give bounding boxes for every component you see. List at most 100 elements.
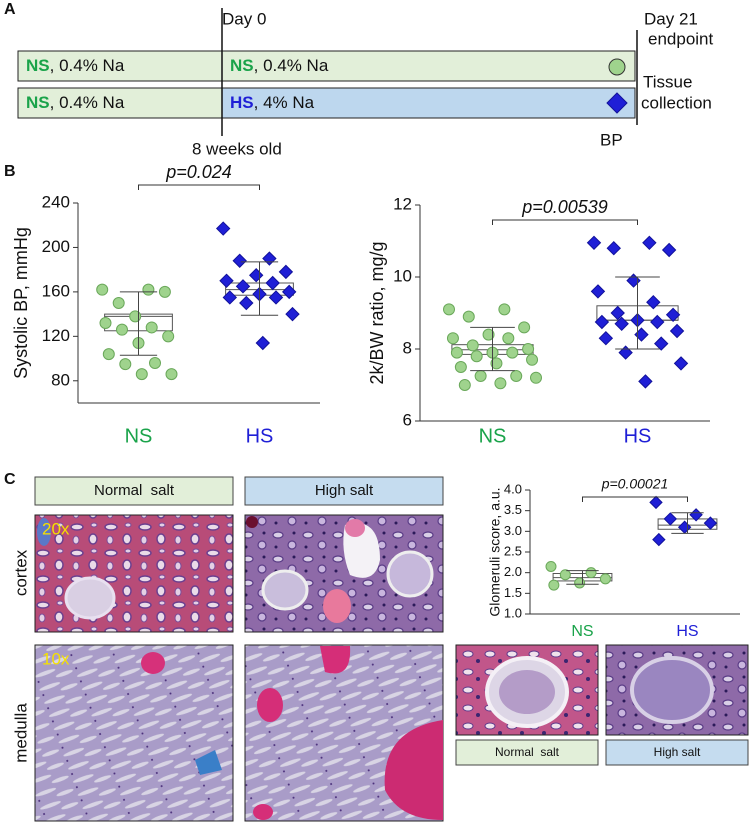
glomerulus [630, 656, 714, 724]
p-value: p=0.00539 [521, 197, 608, 217]
y-tick-label: 1.0 [504, 605, 522, 620]
diet-label: NS, 0.4% Na [26, 56, 125, 75]
y-tick-label: 2.0 [504, 564, 522, 579]
data-point [129, 310, 142, 323]
data-point [650, 314, 665, 330]
x-tick-label: HS [624, 425, 652, 447]
x-tick-label: NS [571, 623, 593, 640]
y-tick-label: 80 [51, 370, 70, 389]
data-point [703, 516, 718, 530]
data-point [642, 235, 657, 251]
micrograph [34, 514, 234, 633]
diet-label: NS, 0.4% Na [230, 56, 329, 75]
glomerulus [64, 576, 116, 620]
data-point [96, 283, 109, 296]
data-point [614, 316, 629, 332]
y-tick-label: 10 [393, 266, 412, 285]
bp-label: BP [600, 130, 623, 149]
header-box [244, 476, 444, 506]
data-point [102, 348, 115, 361]
p-value: p=0.00021 [601, 476, 669, 492]
y-axis-label: 2k/BW ratio, mg/g [367, 241, 387, 384]
group-tag: HS [230, 93, 254, 112]
data-point [474, 370, 487, 382]
data-point [665, 307, 681, 323]
footer-box [605, 739, 749, 766]
data-point [673, 356, 689, 371]
data-point [450, 346, 463, 359]
data-point [265, 275, 280, 291]
data-point [454, 361, 467, 373]
data-point [443, 303, 455, 316]
footer-box [455, 739, 599, 766]
row-box [17, 87, 223, 119]
data-point [285, 306, 300, 322]
y-tick-label: 12 [393, 194, 412, 213]
data-point [99, 317, 112, 329]
group-tag: NS [26, 93, 50, 112]
y-tick-label: 1.5 [504, 585, 522, 600]
data-point [669, 323, 685, 339]
row-box [221, 87, 636, 119]
data-point [248, 268, 264, 283]
diet-text: , 0.4% Na [50, 93, 125, 112]
data-point [142, 283, 155, 296]
data-point [594, 314, 610, 330]
data-point [112, 297, 125, 309]
data-point [506, 346, 519, 359]
data-point [219, 273, 234, 288]
data-point [215, 221, 231, 236]
data-point [232, 253, 247, 268]
data-point [652, 532, 666, 547]
data-point [661, 242, 677, 258]
data-point [545, 560, 557, 572]
panel-label: C [4, 471, 16, 488]
y-tick-label: 240 [42, 192, 70, 211]
day0-label: Day 0 [222, 9, 266, 28]
endpoint-label: endpoint [648, 29, 714, 48]
cast [345, 519, 365, 537]
data-point [585, 567, 597, 579]
data-point [590, 284, 606, 299]
cast [384, 720, 443, 820]
data-point [522, 343, 535, 355]
ns-symbol [608, 58, 626, 76]
dilated-tubule [343, 523, 380, 578]
data-point [490, 357, 503, 370]
data-point [145, 321, 158, 334]
x-tick-label: NS [479, 425, 507, 447]
hs-symbol [606, 92, 628, 114]
data-point [598, 330, 614, 346]
header-label: High salt [315, 482, 374, 499]
data-point [462, 310, 475, 323]
cast [253, 804, 273, 820]
data-point [458, 379, 471, 391]
data-point [610, 305, 625, 321]
age-label: 8 weeks old [192, 139, 282, 158]
data-point [239, 295, 254, 311]
diet-text: , 4% Na [254, 93, 315, 112]
footer-label: High salt [654, 745, 701, 759]
data-point [278, 264, 294, 280]
cast [246, 516, 258, 528]
p-value: p=0.024 [165, 162, 232, 182]
header-label: Normal salt [94, 482, 175, 499]
data-point [663, 512, 678, 526]
data-point [262, 251, 277, 266]
cast [257, 688, 283, 722]
data-point [494, 377, 507, 390]
footer-label: Normal salt [495, 745, 560, 759]
y-tick-label: 3.5 [504, 502, 522, 517]
data-point [646, 294, 661, 310]
x-tick-label: HS [246, 425, 274, 447]
data-point [654, 336, 669, 351]
data-point [649, 495, 663, 510]
data-point [162, 330, 175, 343]
row-label: cortex [11, 549, 30, 596]
data-point [606, 240, 621, 256]
magnification: 20x [42, 519, 70, 538]
glomerulus [386, 550, 434, 598]
y-axis-label: Glomeruli score, a.u. [487, 487, 503, 616]
data-point [119, 358, 132, 371]
